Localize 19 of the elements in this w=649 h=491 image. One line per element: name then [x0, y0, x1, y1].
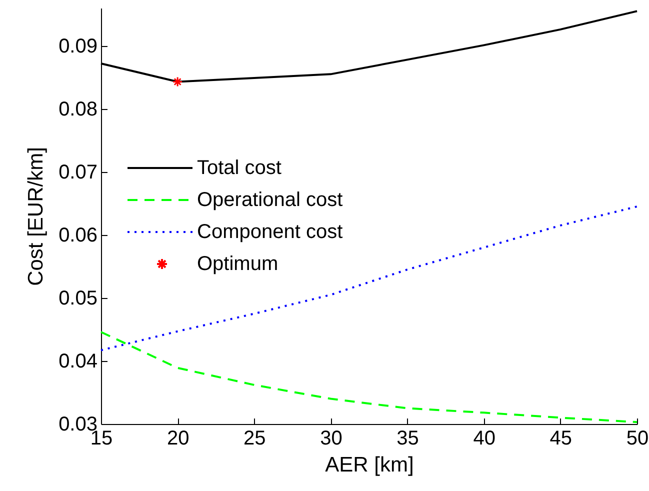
y-tick-label: 0.09: [58, 35, 98, 58]
x-tick-label: 35: [396, 428, 419, 450]
y-tick-label: 0.06: [58, 224, 98, 246]
x-axis-title: AER [km]: [325, 454, 414, 476]
y-tick-label: 0.07: [58, 161, 98, 184]
y-tick-label: 0.04: [58, 350, 98, 372]
y-axis-title: Cost [EUR/km]: [24, 147, 48, 286]
x-tick-label: 45: [550, 428, 572, 450]
x-tick-label: 50: [626, 428, 649, 450]
legend-label: Operational cost: [197, 189, 344, 211]
x-tick-label: 25: [244, 428, 266, 450]
legend-label: Component cost: [197, 221, 344, 243]
x-tick-label: 30: [320, 428, 342, 450]
x-tick-label: 40: [473, 428, 496, 450]
x-tick-label: 20: [166, 428, 190, 450]
legend-label: Total cost: [197, 157, 282, 179]
y-tick-label: 0.05: [58, 287, 98, 310]
legend-label: Optimum: [197, 253, 278, 275]
y-tick-label: 0.08: [58, 98, 98, 120]
